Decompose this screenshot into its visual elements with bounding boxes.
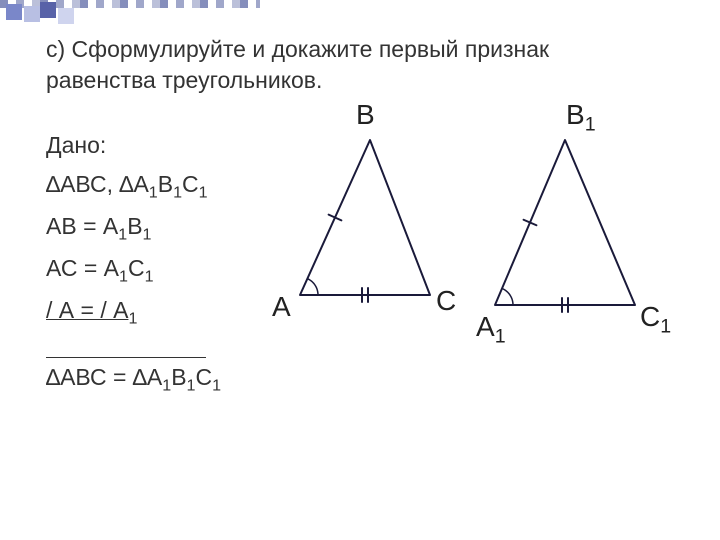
- label-B1: В1: [566, 99, 596, 137]
- triangle-figures: А В С А1 В1 С1: [280, 105, 700, 365]
- label-A1: А1: [476, 311, 506, 349]
- task-line-1: с) Сформулируйте и докажите первый призн…: [46, 36, 549, 62]
- label-C1: С1: [640, 301, 671, 339]
- slide-decor-strip: [0, 0, 260, 24]
- task-line-2: равенства треугольников.: [46, 67, 322, 93]
- label-C: С: [436, 285, 456, 317]
- label-A: А: [272, 291, 291, 323]
- divider-line: [46, 333, 206, 358]
- label-B: В: [356, 99, 375, 131]
- task-text: с) Сформулируйте и докажите первый призн…: [46, 34, 690, 96]
